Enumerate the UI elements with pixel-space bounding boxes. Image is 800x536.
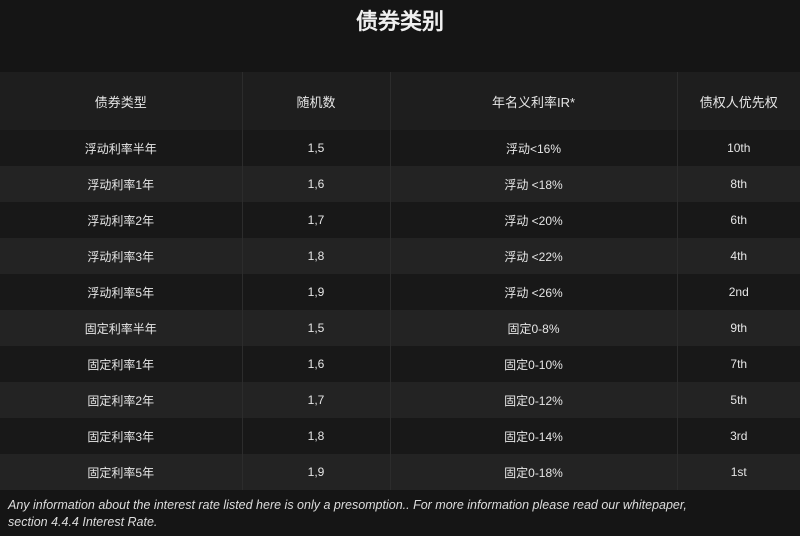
cell-random-number: 1,7 [241, 202, 390, 238]
table-row: 固定利率1年 1,6 固定0-10% 7th [0, 346, 800, 382]
cell-interest-rate: 浮动 <18% [389, 166, 677, 202]
cell-random-number: 1,9 [241, 454, 390, 490]
cell-creditor-priority: 6th [676, 202, 800, 238]
table-row: 固定利率5年 1,9 固定0-18% 1st [0, 454, 800, 490]
cell-interest-rate: 固定0-8% [389, 310, 677, 346]
header-creditor-priority: 债权人优先权 [676, 72, 800, 130]
cell-bond-type: 浮动利率半年 [84, 141, 157, 156]
cell-bond-type: 固定利率3年 [87, 429, 155, 444]
cell-creditor-priority: 2nd [676, 274, 800, 310]
table-row: 浮动利率半年 1,5 浮动<16% 10th [0, 130, 800, 166]
cell-bond-type: 浮动利率5年 [87, 285, 155, 300]
cell-creditor-priority: 3rd [676, 418, 800, 454]
cell-bond-type: 固定利率5年 [87, 465, 155, 480]
page-title: 债券类别 [355, 9, 444, 34]
cell-interest-rate: 固定0-18% [389, 454, 677, 490]
table-row: 浮动利率3年 1,8 浮动 <22% 4th [0, 238, 800, 274]
cell-interest-rate: 固定0-14% [389, 418, 677, 454]
cell-creditor-priority: 10th [676, 130, 800, 166]
cell-bond-type: 固定利率1年 [87, 357, 155, 372]
bond-types-table: 债券类型 随机数 年名义利率IR* 债权人优先权 浮动利率半年 1,5 浮动<16%… [0, 72, 800, 490]
cell-creditor-priority: 5th [676, 382, 800, 418]
cell-random-number: 1,5 [241, 310, 390, 346]
cell-interest-rate: 浮动 <20% [389, 202, 677, 238]
cell-random-number: 1,5 [241, 130, 390, 166]
table-row: 浮动利率5年 1,9 浮动 <26% 2nd [0, 274, 800, 310]
table-row: 固定利率3年 1,8 固定0-14% 3rd [0, 418, 800, 454]
cell-creditor-priority: 4th [676, 238, 800, 274]
cell-bond-type: 浮动利率2年 [87, 213, 155, 228]
header-interest-rate: 年名义利率IR* [389, 72, 677, 130]
cell-random-number: 1,6 [241, 166, 390, 202]
cell-creditor-priority: 9th [676, 310, 800, 346]
cell-random-number: 1,8 [241, 418, 390, 454]
header-random-number: 随机数 [241, 72, 390, 130]
table-header-row: 债券类型 随机数 年名义利率IR* 债权人优先权 [0, 72, 800, 130]
header-bond-type: 债券类型 [94, 94, 147, 110]
cell-creditor-priority: 1st [676, 454, 800, 490]
table-row: 固定利率半年 1,5 固定0-8% 9th [0, 310, 800, 346]
cell-interest-rate: 浮动<16% [389, 130, 677, 166]
cell-creditor-priority: 8th [676, 166, 800, 202]
table-row: 浮动利率1年 1,6 浮动 <18% 8th [0, 166, 800, 202]
cell-interest-rate: 固定0-12% [389, 382, 677, 418]
cell-bond-type: 固定利率2年 [87, 393, 155, 408]
cell-random-number: 1,9 [241, 274, 390, 310]
cell-bond-type: 浮动利率1年 [87, 177, 155, 192]
cell-random-number: 1,6 [241, 346, 390, 382]
cell-bond-type: 浮动利率3年 [87, 249, 155, 264]
table-row: 固定利率2年 1,7 固定0-12% 5th [0, 382, 800, 418]
table-row: 浮动利率2年 1,7 浮动 <20% 6th [0, 202, 800, 238]
footnote: Any information about the interest rate … [8, 498, 687, 529]
cell-bond-type: 固定利率半年 [84, 321, 157, 336]
cell-random-number: 1,7 [241, 382, 390, 418]
cell-creditor-priority: 7th [676, 346, 800, 382]
cell-interest-rate: 浮动 <26% [389, 274, 677, 310]
cell-random-number: 1,8 [241, 238, 390, 274]
cell-interest-rate: 浮动 <22% [389, 238, 677, 274]
cell-interest-rate: 固定0-10% [389, 346, 677, 382]
